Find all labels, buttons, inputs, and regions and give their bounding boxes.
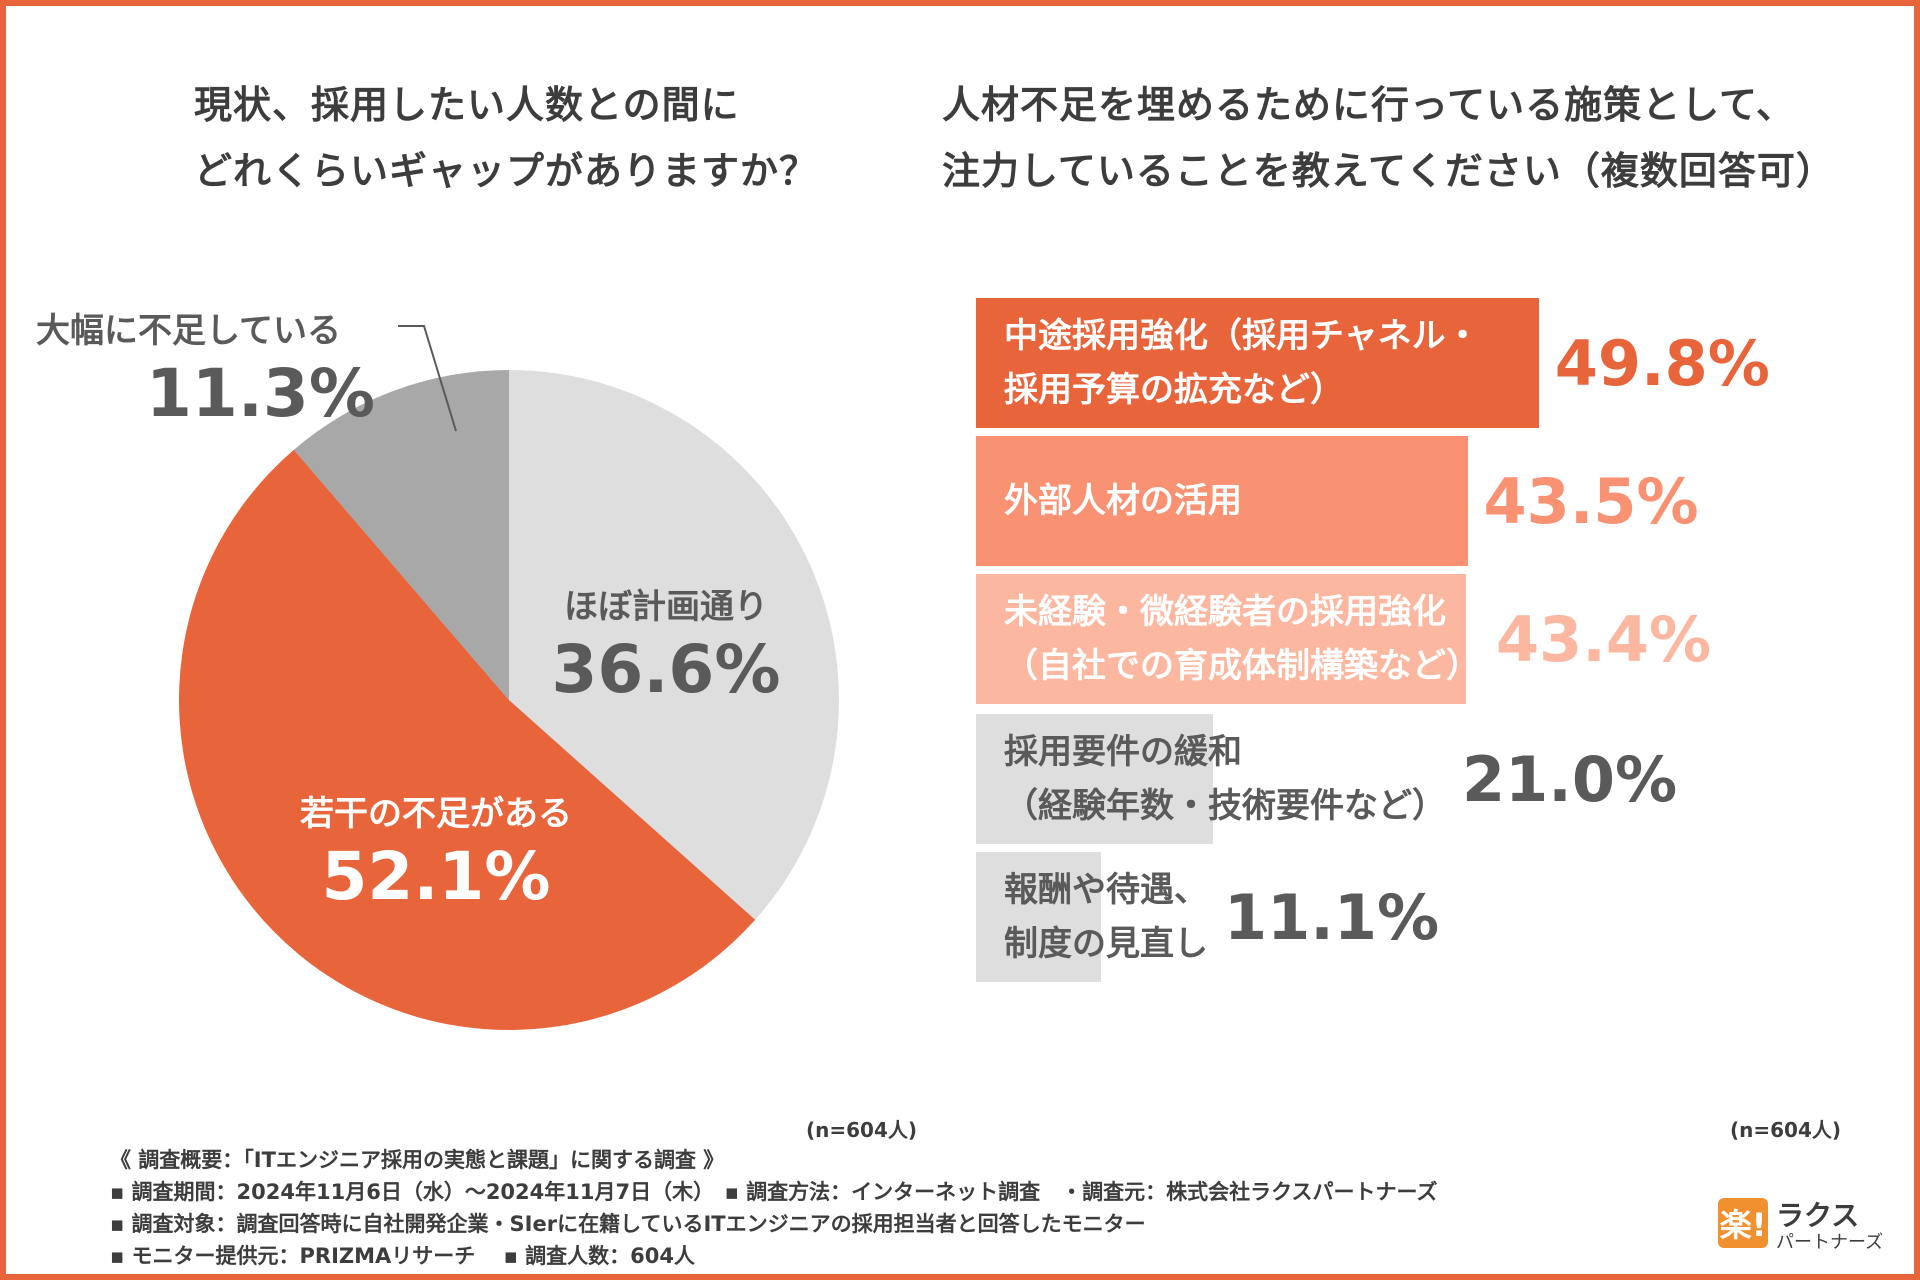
bar-label-line: 採用予算の拡充など） bbox=[1004, 370, 1344, 410]
pie-sample-size: (n=604人) bbox=[806, 1118, 918, 1142]
survey-summary: 《 調査概要：「ITエンジニア採用の実態と課題」に関する調査 》 ▪ 調査期間：… bbox=[110, 1144, 1610, 1272]
bar-label: 未経験・微経験者の採用強化 （自社での育成体制構築など） bbox=[1004, 574, 1480, 704]
pie-leader-line bbox=[398, 325, 457, 432]
bar-value-label: 43.5% bbox=[1483, 464, 1699, 538]
bar-value-label: 21.0% bbox=[1462, 742, 1678, 816]
bar-title-line-2: 注力していることを教えてください（複数回答可） bbox=[942, 149, 1835, 193]
pie-slice-name: 大幅に不足している bbox=[36, 311, 341, 351]
survey-summary-heading: 《 調査概要：「ITエンジニア採用の実態と課題」に関する調査 》 bbox=[110, 1148, 725, 1172]
pie-chart-title: 現状、採用したい人数との間に どれくらいギャップがありますか？ bbox=[194, 72, 894, 204]
pie-title-line-2: どれくらいギャップがありますか？ bbox=[194, 149, 819, 193]
bar-label: 報酬や待遇、 制度の見直し bbox=[1004, 852, 1208, 982]
pie-label-on-plan: ほぼ計画通り 36.6% bbox=[516, 584, 816, 710]
pie-slice-name: ほぼ計画通り bbox=[564, 587, 768, 627]
logo-subtitle: パートナーズ bbox=[1776, 1232, 1884, 1253]
pie-slice-large-shortage bbox=[293, 370, 509, 700]
bar-label: 中途採用強化（採用チャネル・ 採用予算の拡充など） bbox=[1004, 298, 1480, 428]
logo-mark-icon: 楽! bbox=[1718, 1198, 1768, 1248]
pie-title-line-1: 現状、採用したい人数との間に bbox=[194, 83, 740, 127]
pie-label-large-shortage: 大幅に不足している 11.3% bbox=[36, 308, 416, 434]
bar-label-line: （経験年数・技術要件など） bbox=[1004, 786, 1446, 826]
bar-label: 外部人材の活用 bbox=[1004, 436, 1242, 566]
bar bbox=[976, 436, 1468, 566]
bar-chart-title: 人材不足を埋めるために行っている施策として、 注力していることを教えてください（… bbox=[942, 72, 1882, 204]
bar-sample-size: (n=604人) bbox=[1730, 1118, 1842, 1142]
bar-value-label: 49.8% bbox=[1554, 326, 1770, 400]
pie-slice-slight-shortage bbox=[179, 449, 756, 1030]
bar-label-line: 中途採用強化（採用チャネル・ bbox=[1004, 316, 1480, 356]
bar bbox=[976, 574, 1467, 704]
bar-label-line: （自社での育成体制構築など） bbox=[1004, 646, 1480, 686]
bar-value-label: 11.1% bbox=[1224, 880, 1440, 954]
survey-target: ▪ 調査対象：調査回答時に自社開発企業・SIerに在籍しているITエンジニアの採… bbox=[110, 1212, 1146, 1236]
company-logo: 楽! ラクス パートナーズ bbox=[1718, 1196, 1908, 1256]
pie-chart bbox=[179, 325, 839, 1030]
pie-slice-on-plan bbox=[509, 370, 839, 920]
logo-name: ラクス bbox=[1776, 1199, 1860, 1232]
bar-label: 採用要件の緩和 （経験年数・技術要件など） bbox=[1004, 714, 1446, 844]
bar-label-line: 採用要件の緩和 bbox=[1004, 732, 1242, 772]
survey-period: ▪ 調査期間：2024年11月6日（水）～2024年11月7日（木） ▪ 調査方… bbox=[110, 1180, 1438, 1204]
bar bbox=[976, 714, 1214, 844]
bar-label-line: 外部人材の活用 bbox=[1004, 481, 1242, 521]
pie-slice-value: 52.1% bbox=[321, 838, 551, 915]
bar bbox=[976, 298, 1539, 428]
pie-label-slight-shortage: 若干の不足がある 52.1% bbox=[256, 791, 616, 917]
bar-label-line: 未経験・微経験者の採用強化 bbox=[1004, 592, 1446, 632]
bar bbox=[976, 852, 1102, 982]
pie-slice-value: 36.6% bbox=[551, 631, 781, 708]
bar-value-label: 43.4% bbox=[1496, 602, 1712, 676]
survey-provider: ▪ モニター提供元：PRIZMAリサーチ ▪ 調査人数：604人 bbox=[110, 1244, 695, 1268]
bar-label-line: 報酬や待遇、 bbox=[1004, 870, 1208, 910]
pie-slice-name: 若干の不足がある bbox=[300, 794, 572, 834]
pie-slice-value: 11.3% bbox=[146, 355, 375, 432]
bar-title-line-1: 人材不足を埋めるために行っている施策として、 bbox=[942, 83, 1796, 127]
bar-label-line: 制度の見直し bbox=[1004, 924, 1208, 964]
